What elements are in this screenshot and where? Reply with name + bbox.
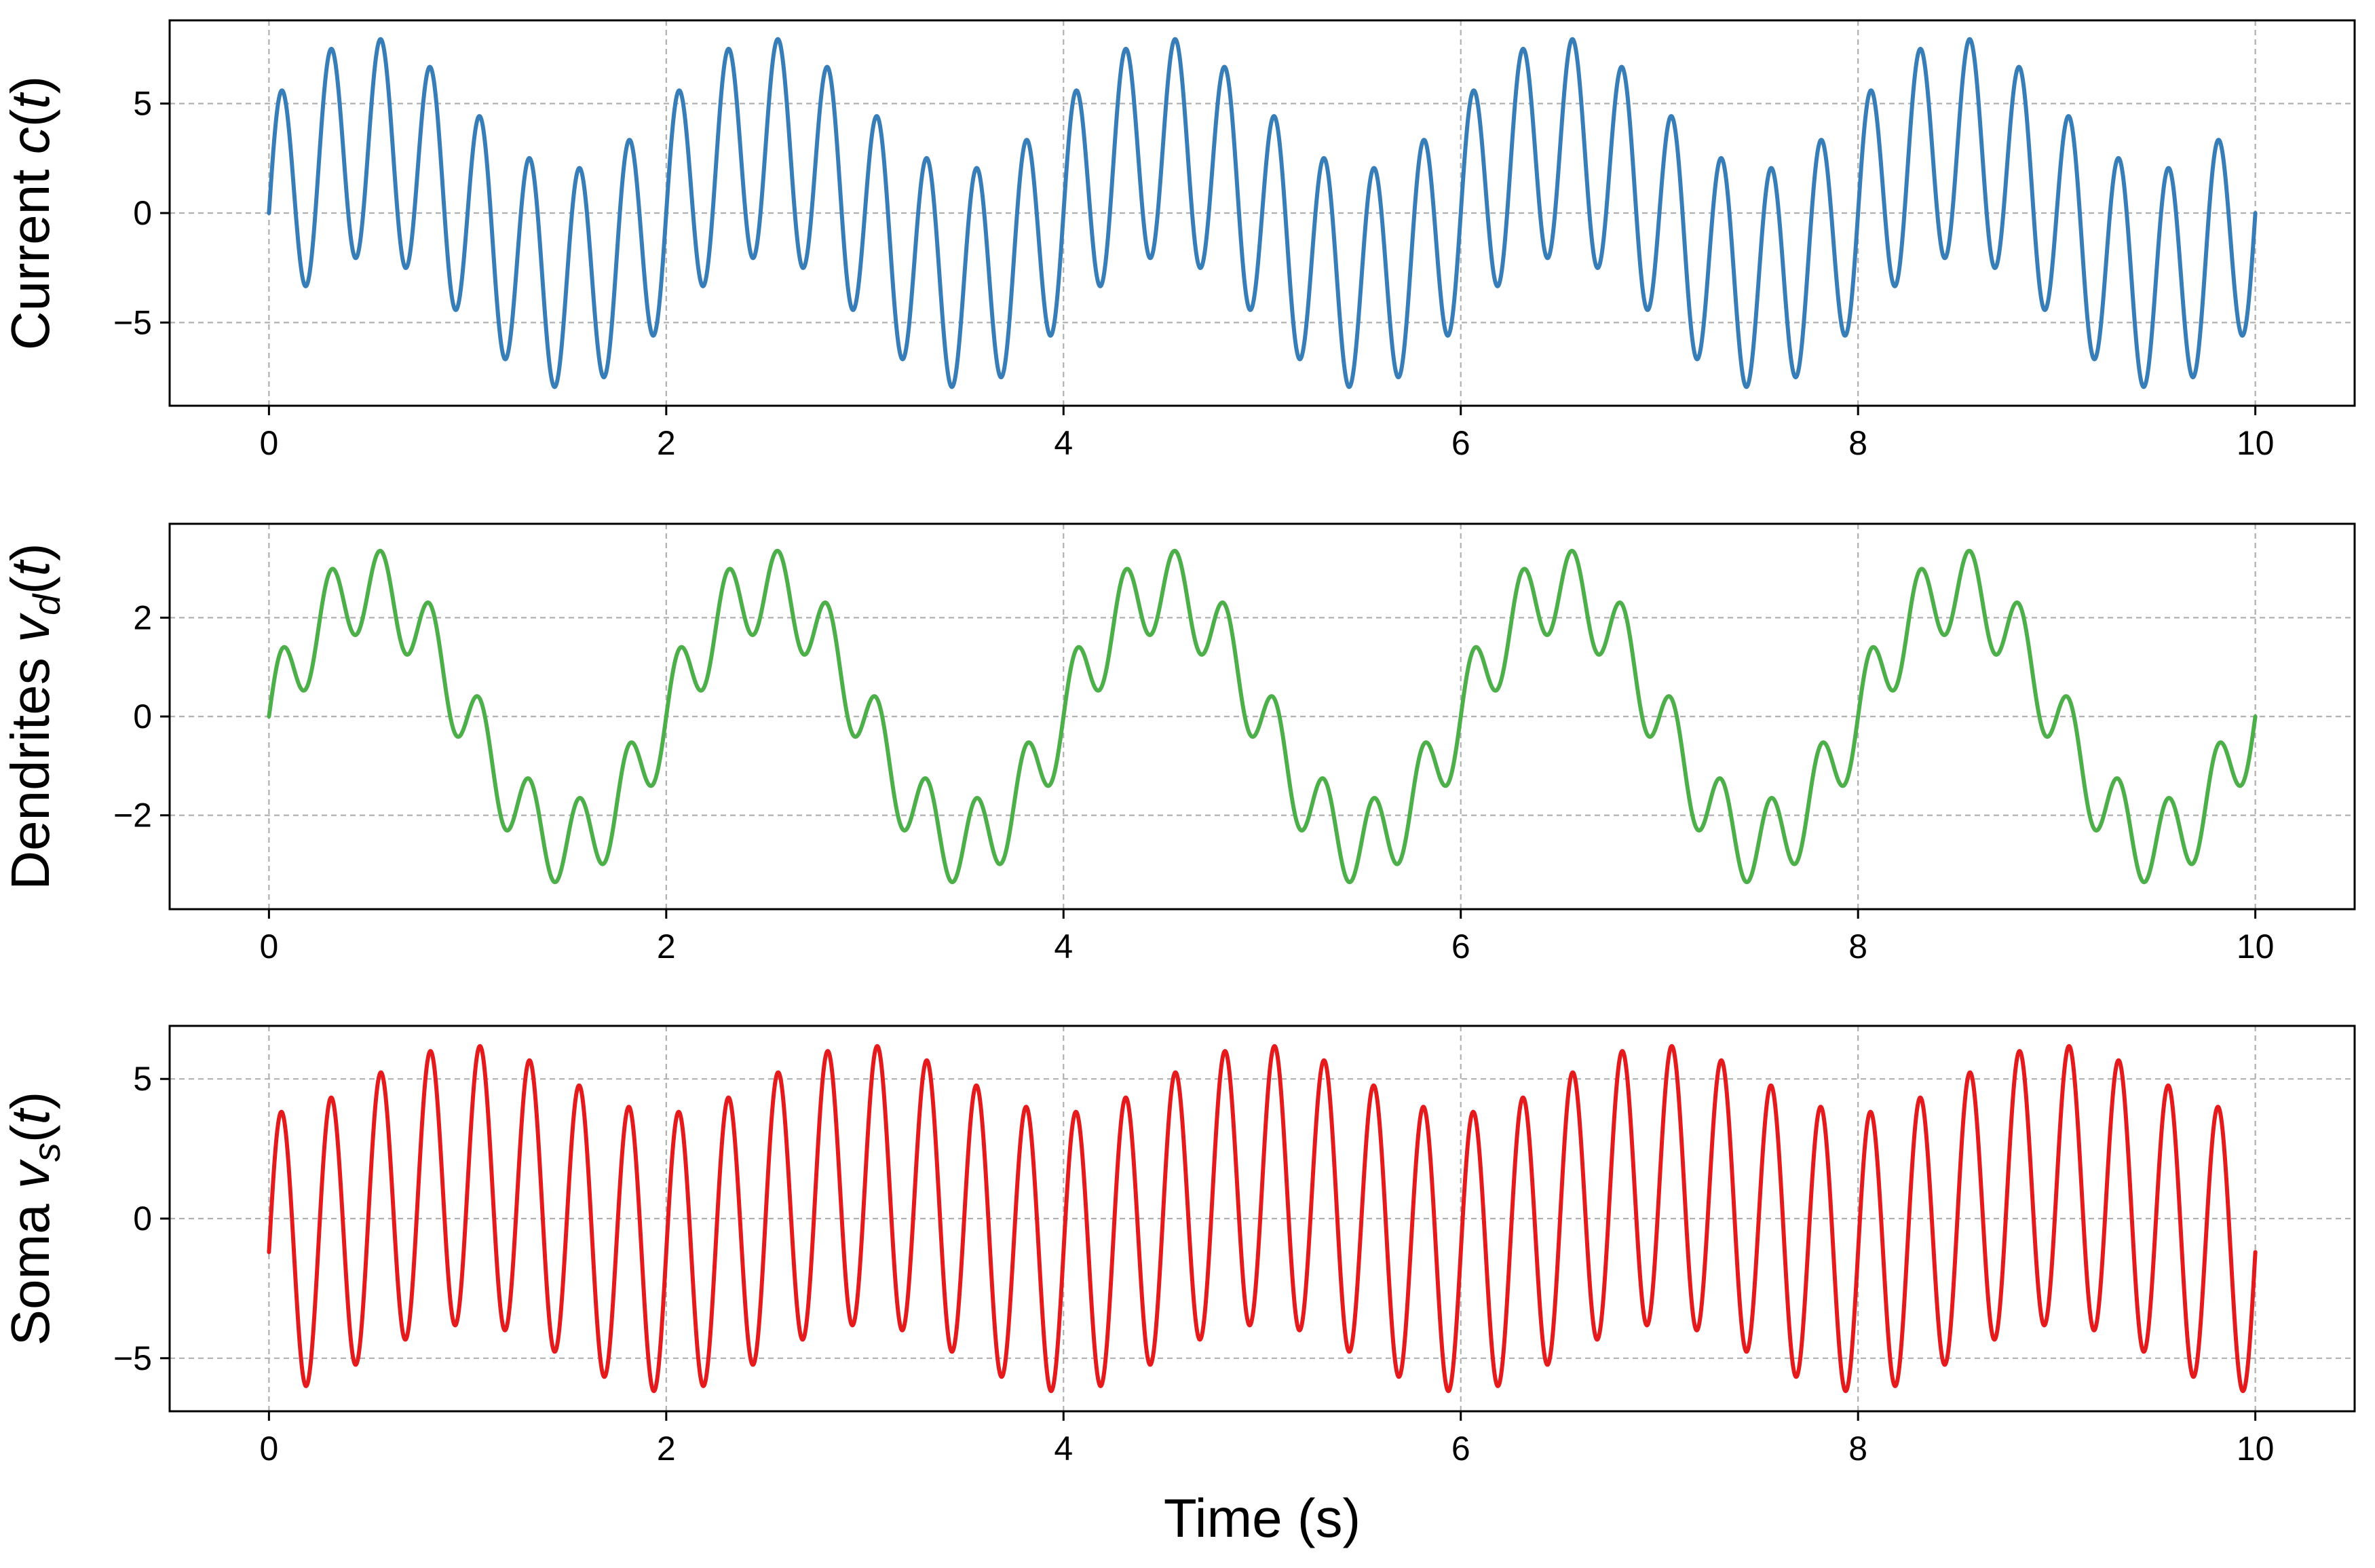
current-ytick-label-2: 5 <box>133 85 152 123</box>
subplot-soma: 0 2 4 6 8 10 −5 0 5 Soma vs(t) Time (s) <box>0 1025 2356 1548</box>
dendrites-xtick-label-3: 6 <box>1451 928 1470 965</box>
dendrites-ytick-label-0: −2 <box>113 797 152 835</box>
soma-ytick-label-1: 0 <box>133 1200 152 1238</box>
soma-series-line-0 <box>267 1044 2258 1394</box>
current-xtick-label-3: 6 <box>1451 424 1470 462</box>
dendrites-xtick-label-2: 4 <box>1054 928 1073 965</box>
dendrites-ytick-label-2: 2 <box>133 598 152 636</box>
soma-ytick-label-2: 5 <box>133 1060 152 1098</box>
current-xtick-label-2: 4 <box>1054 424 1073 462</box>
dendrites-series-line-0 <box>267 548 2258 885</box>
dendrites-xtick-label-4: 8 <box>1848 928 1867 965</box>
soma-xtick-label-5: 10 <box>2237 1430 2275 1468</box>
subplot-dendrites: 0 2 4 6 8 10 −2 0 2 Dendrites vd(t) <box>0 522 2356 965</box>
soma-xtick-label-2: 4 <box>1054 1430 1073 1468</box>
soma-ylabel: Soma vs(t) <box>0 1092 68 1346</box>
current-xtick-label-1: 2 <box>657 424 676 462</box>
current-ylabel: Current c(t) <box>0 76 60 351</box>
dendrites-xtick-label-0: 0 <box>259 928 278 965</box>
dendrites-ytick-label-1: 0 <box>133 697 152 735</box>
soma-xlabel: Time (s) <box>1164 1488 1361 1548</box>
soma-xtick-label-4: 8 <box>1848 1430 1867 1468</box>
current-xtick-label-5: 10 <box>2237 424 2275 462</box>
soma-ytick-label-0: −5 <box>113 1339 152 1377</box>
current-ytick-label-0: −5 <box>113 303 152 341</box>
soma-xtick-label-0: 0 <box>259 1430 278 1468</box>
current-series-line-0 <box>267 37 2258 389</box>
soma-xtick-label-3: 6 <box>1451 1430 1470 1468</box>
soma-xtick-label-1: 2 <box>657 1430 676 1468</box>
dendrites-xtick-label-1: 2 <box>657 928 676 965</box>
subplot-current: 0 2 4 6 8 10 −5 0 5 Current c(t) <box>0 19 2356 462</box>
dendrites-xtick-label-5: 10 <box>2237 928 2275 965</box>
dendrites-ylabel: Dendrites vd(t) <box>0 543 68 890</box>
current-xtick-label-4: 8 <box>1848 424 1867 462</box>
current-ytick-label-1: 0 <box>133 194 152 232</box>
current-xtick-label-0: 0 <box>259 424 278 462</box>
